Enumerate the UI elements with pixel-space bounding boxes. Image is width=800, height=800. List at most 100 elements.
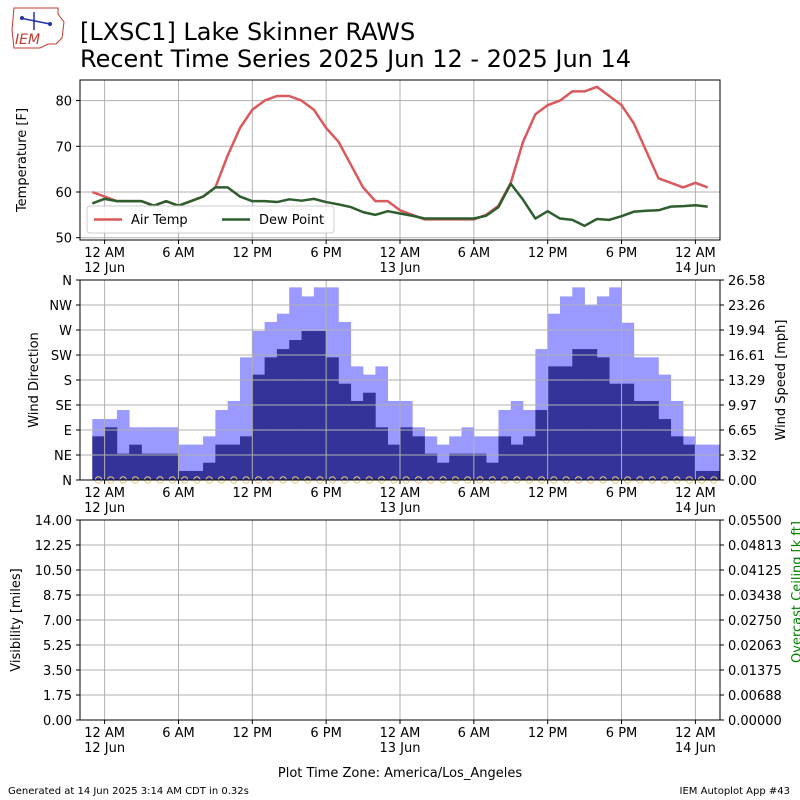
wind-bar	[658, 419, 672, 480]
wind-bar	[92, 436, 105, 480]
x-tick-date: 13 Jun	[380, 261, 421, 276]
x-tick-label: 6 PM	[310, 486, 341, 501]
wind-bar	[535, 410, 548, 480]
wind-bar	[289, 340, 302, 480]
wind-bar	[498, 436, 512, 480]
x-tick-label: 12 PM	[528, 726, 568, 741]
x-tick-date: 13 Jun	[380, 501, 421, 516]
x-tick-label: 6 AM	[162, 486, 195, 501]
x-tick-label: 12 AM	[675, 486, 716, 501]
ceiling-axis-label: Overcast Ceiling [k ft]	[790, 521, 800, 663]
ceiling-tick-label: 0.04813	[728, 539, 782, 554]
x-tick-label: 12 AM	[675, 246, 716, 261]
wind-bar	[584, 349, 598, 480]
direction-tick-label: N	[62, 274, 72, 289]
wind-panel: N NE E SE S SW W NW N 0.00 3.32 6.65 9.97 13.29 16.61…	[27, 274, 789, 516]
y-tick-label: 60	[55, 186, 72, 201]
chart-subtitle: Recent Time Series 2025 Jun 12 - 2025 Ju…	[80, 45, 631, 73]
wind-bar	[104, 427, 118, 480]
wind-bar	[301, 331, 315, 480]
app-label: IEM Autoplot App #43	[680, 786, 790, 797]
x-tick-label: 12 AM	[380, 486, 421, 501]
x-tick-label: 6 AM	[162, 726, 195, 741]
wind-direction-axis-label: Wind Direction	[27, 332, 42, 428]
wind-bar	[633, 400, 647, 480]
wind-bar	[375, 427, 388, 480]
x-tick-label: 12 PM	[232, 246, 272, 261]
x-tick-date: 12 Jun	[84, 741, 125, 756]
wind-bar	[387, 444, 401, 480]
wind-bar	[400, 427, 413, 480]
temperature-legend: Air Temp Dew Point	[86, 205, 335, 234]
wind-bar	[707, 470, 721, 480]
direction-tick-label: NE	[54, 449, 72, 464]
ceiling-tick-label: 0.04125	[728, 564, 782, 579]
x-tick-date: 14 Jun	[675, 261, 716, 276]
speed-tick-label: 23.26	[728, 299, 765, 314]
wind-bar	[116, 453, 130, 480]
x-tick-label: 12 AM	[380, 246, 421, 261]
wind-bar	[596, 357, 610, 480]
y-tick-label: 50	[55, 232, 72, 247]
visibility-tick-label: 1.75	[43, 689, 72, 704]
wind-bar	[215, 444, 228, 480]
wind-bar	[436, 462, 450, 480]
wind-bar	[449, 453, 462, 480]
direction-tick-label: SE	[56, 399, 72, 414]
x-tick-label: 6 PM	[606, 726, 637, 741]
ceiling-tick-label: 0.00688	[728, 689, 782, 704]
visibility-tick-label: 7.00	[43, 614, 72, 629]
x-tick-label: 6 AM	[458, 246, 491, 261]
wind-bar	[424, 453, 438, 480]
wind-bar	[523, 436, 536, 480]
wind-bar	[227, 444, 241, 480]
wind-bar	[486, 462, 499, 480]
speed-tick-label: 6.65	[728, 424, 757, 439]
x-tick-label: 12 PM	[232, 486, 272, 501]
generated-note: Generated at 14 Jun 2025 3:14 AM CDT in …	[8, 786, 249, 797]
wind-bar	[547, 366, 561, 480]
legend-label-air-temp: Air Temp	[131, 213, 188, 228]
wind-bar	[670, 436, 684, 480]
wind-bar	[510, 444, 524, 480]
visibility-axis-label: Visibility [miles]	[9, 568, 24, 671]
wind-bar	[461, 453, 475, 480]
wind-bar	[646, 400, 659, 480]
visibility-tick-label: 3.50	[43, 664, 72, 679]
wind-bar	[190, 470, 204, 480]
wind-bar	[695, 470, 708, 480]
x-tick-label: 12 AM	[380, 726, 421, 741]
ceiling-tick-label: 0.03438	[728, 589, 782, 604]
wind-bar	[166, 453, 179, 480]
wind-bar	[203, 462, 216, 480]
x-tick-date: 14 Jun	[675, 741, 716, 756]
temperature-axis-label: Temperature [F]	[15, 108, 30, 213]
wind-bar	[350, 400, 364, 480]
y-tick-label: 70	[55, 140, 72, 155]
legend-label-dew-point: Dew Point	[259, 213, 324, 228]
wind-bar	[129, 444, 142, 480]
visibility-tick-label: 14.00	[35, 514, 72, 529]
ceiling-tick-label: 0.02750	[728, 614, 782, 629]
x-tick-label: 6 AM	[162, 246, 195, 261]
x-tick-date: 12 Jun	[84, 501, 125, 516]
x-tick-date: 13 Jun	[380, 741, 421, 756]
direction-tick-label: S	[64, 374, 72, 389]
speed-tick-label: 26.58	[728, 274, 765, 289]
wind-bar	[683, 444, 696, 480]
speed-tick-label: 16.61	[728, 349, 765, 364]
speed-tick-label: 9.97	[728, 399, 757, 414]
logo-text: IEM	[15, 32, 40, 48]
visibility-tick-label: 12.25	[35, 539, 72, 554]
direction-tick-label: NW	[49, 299, 72, 314]
wind-bar	[621, 383, 635, 480]
speed-tick-label: 19.94	[728, 324, 765, 339]
chart-title: [LXSC1] Lake Skinner RAWS	[80, 18, 415, 46]
x-tick-label: 6 AM	[458, 486, 491, 501]
x-tick-label: 6 PM	[310, 246, 341, 261]
x-tick-label: 6 PM	[310, 726, 341, 741]
speed-tick-label: 3.32	[728, 449, 757, 464]
wind-bar	[473, 453, 487, 480]
visibility-tick-label: 8.75	[43, 589, 72, 604]
